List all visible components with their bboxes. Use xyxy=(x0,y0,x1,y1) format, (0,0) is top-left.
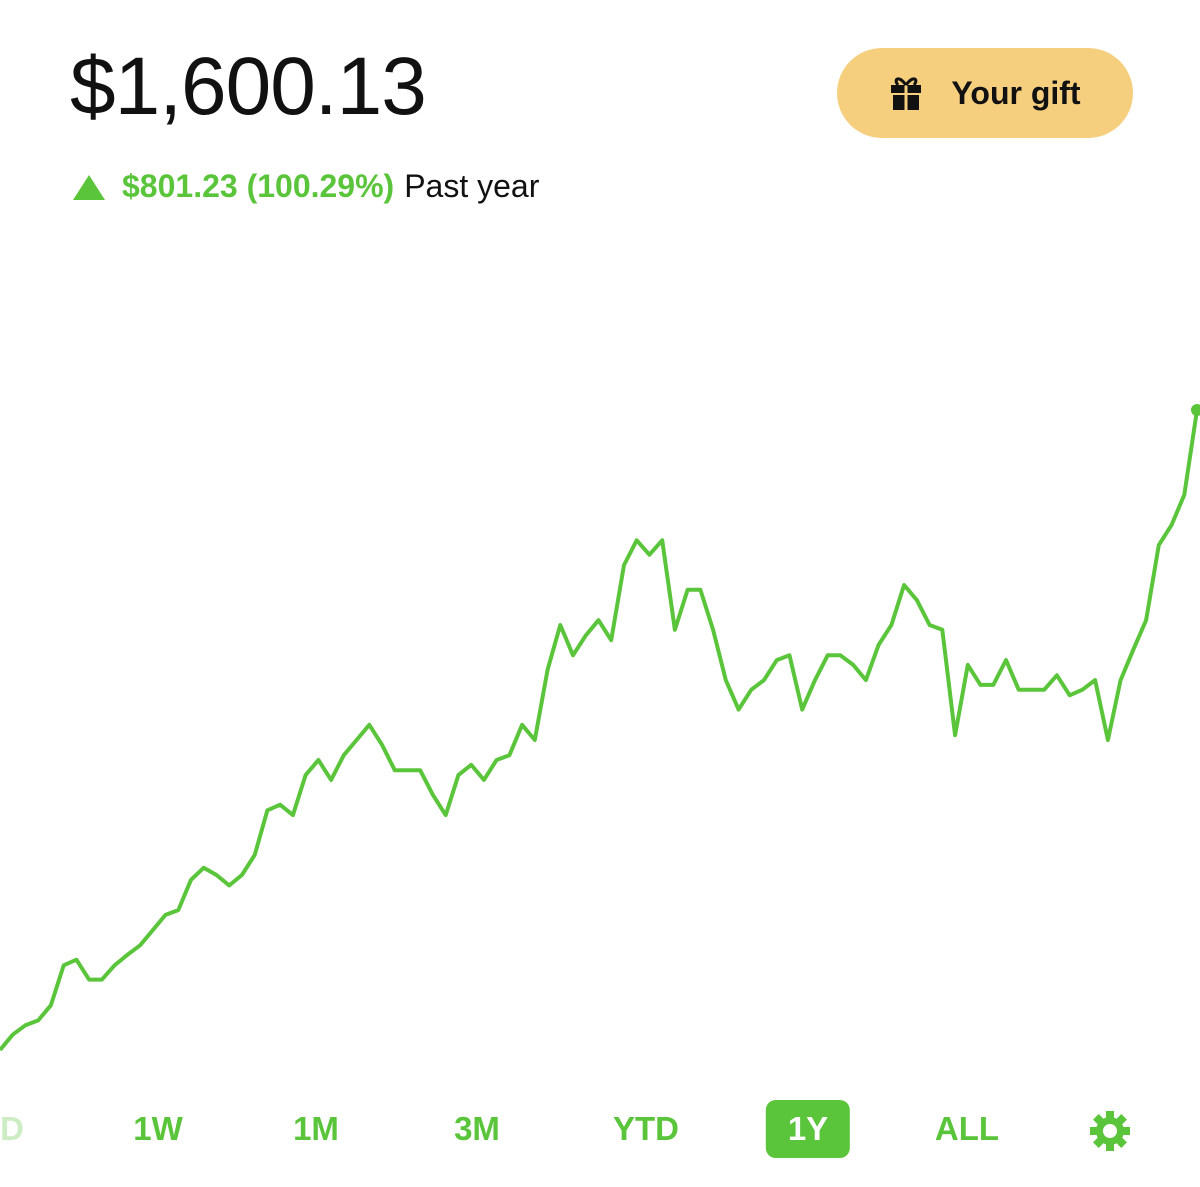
change: $801.23 (100.29%) xyxy=(122,168,395,204)
chart xyxy=(0,404,1200,1052)
range-tab[interactable]: 1Y xyxy=(765,1100,851,1158)
period: Past year xyxy=(404,168,540,204)
change-row: $801.23 (100.29%) Past year xyxy=(72,168,539,205)
price-line xyxy=(0,409,1199,1052)
settings-icon[interactable] xyxy=(1089,1110,1131,1152)
range-tab[interactable]: YTD xyxy=(613,1110,679,1147)
gift-label: Your gift xyxy=(951,74,1081,111)
gift-button[interactable]: Your gift xyxy=(837,48,1133,138)
balance: $1,600.13 xyxy=(70,41,427,132)
range-tab[interactable]: 1M xyxy=(293,1110,339,1147)
range-tab[interactable]: 3M xyxy=(454,1110,500,1147)
range-tab[interactable]: ALL xyxy=(934,1110,1000,1147)
gift-icon xyxy=(891,77,922,110)
up-arrow xyxy=(73,174,105,200)
end-dot xyxy=(1191,404,1200,416)
range-tab[interactable]: D xyxy=(0,1110,24,1147)
range-tab[interactable]: 1W xyxy=(133,1110,183,1147)
